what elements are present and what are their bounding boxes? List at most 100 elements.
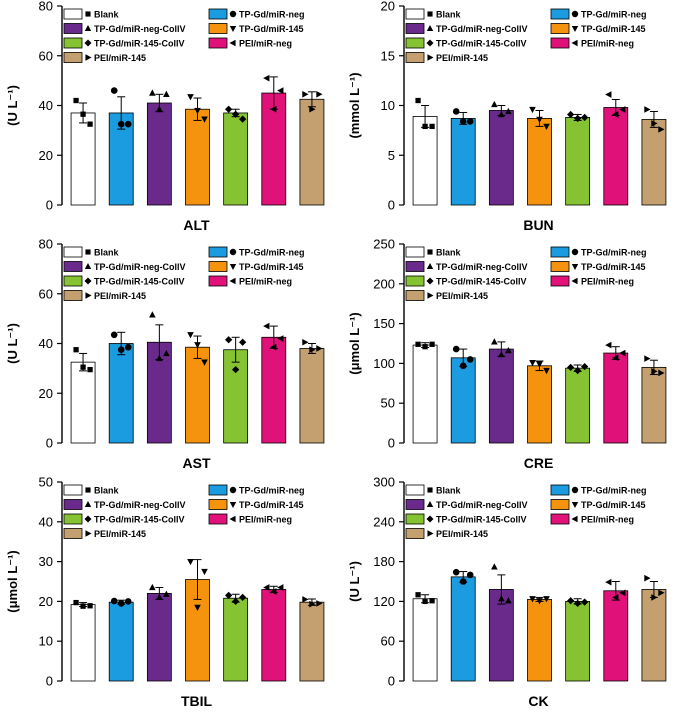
data-point xyxy=(73,347,79,353)
legend-entry: PEI/miR-neg xyxy=(208,513,292,525)
legend-marker xyxy=(571,501,579,509)
y-tick-label: 200 xyxy=(373,276,395,291)
data-point xyxy=(187,94,194,101)
legend-swatch xyxy=(63,275,83,287)
legend-label: TP-Gd/miR-neg xyxy=(581,485,647,495)
legend-marker xyxy=(229,515,236,523)
bar-tp-gd-mir-neg-collv xyxy=(146,102,172,206)
y-axis-label: (U L⁻¹) xyxy=(5,85,20,126)
data-point xyxy=(270,588,277,595)
legend-marker xyxy=(427,487,433,493)
data-point xyxy=(124,598,132,605)
legend-marker xyxy=(571,25,579,33)
data-point xyxy=(612,594,619,601)
legend-entry: TP-Gd/miR-145-CollV xyxy=(405,37,527,49)
legend-swatch xyxy=(63,8,83,20)
y-tick-label: 40 xyxy=(39,98,53,113)
data-point xyxy=(110,331,118,339)
y-tick-label: 120 xyxy=(373,594,395,609)
legend-marker xyxy=(85,54,92,61)
legend-entry: Blank xyxy=(63,484,120,496)
legend-entry: TP-Gd/miR-neg-CollV xyxy=(405,261,528,272)
legend-marker xyxy=(427,292,434,299)
legend-entry: TP-Gd/miR-145 xyxy=(550,261,646,272)
y-tick-label: 20 xyxy=(39,148,53,163)
legend-swatch xyxy=(405,513,425,525)
data-point xyxy=(225,105,233,113)
x-axis-label: BUN xyxy=(523,217,553,233)
bar-pei-mir-neg xyxy=(603,590,629,682)
data-point xyxy=(163,590,170,597)
data-point xyxy=(194,342,201,349)
legend-entry: PEI/miR-145 xyxy=(63,290,146,301)
bar-pei-mir-145 xyxy=(299,348,325,444)
legend-label: PEI/miR-145 xyxy=(436,53,488,63)
legend-entry: TP-Gd/miR-145 xyxy=(208,23,304,34)
legend-entry: Blank xyxy=(405,246,462,258)
legend-marker xyxy=(229,501,237,509)
data-point xyxy=(651,368,658,375)
legend-entry: TP-Gd/miR-145-CollV xyxy=(63,275,185,287)
legend-swatch xyxy=(208,499,228,510)
data-point xyxy=(309,600,316,608)
bar-tp-gd-mir-145-collv xyxy=(565,117,591,206)
legend-label: Blank xyxy=(94,247,120,257)
data-point xyxy=(110,597,118,605)
legend-entry: Blank xyxy=(63,8,120,20)
y-tick-label: 0 xyxy=(46,198,53,213)
data-point xyxy=(543,123,550,131)
panel-bun: 0 5 10 15 20 (mmol L⁻¹) BUN Blank TP-Gd/miR-neg-… xyxy=(347,0,667,233)
legend-swatch xyxy=(63,37,83,49)
data-point xyxy=(422,344,428,350)
legend-marker xyxy=(571,248,579,256)
legend-marker xyxy=(571,486,579,494)
legend-swatch xyxy=(550,499,570,510)
legend-marker xyxy=(84,277,92,285)
bar-pei-mir-neg xyxy=(603,107,629,206)
data-point xyxy=(536,361,543,368)
legend-label: TP-Gd/miR-neg-CollV xyxy=(436,24,528,34)
legend-swatch xyxy=(63,499,83,510)
legend-swatch xyxy=(550,275,570,287)
panel-tbil: 0 10 20 30 40 50 (μmol L⁻¹) TBIL Blank TP-Gd/miR-… xyxy=(5,476,325,709)
legend-marker xyxy=(229,248,237,256)
y-tick-label: 5 xyxy=(388,148,395,163)
legend-entry: TP-Gd/miR-neg-CollV xyxy=(63,23,186,34)
data-point xyxy=(459,578,467,585)
bar-pei-mir-145 xyxy=(641,119,667,206)
data-point xyxy=(201,568,208,576)
legend-entry: TP-Gd/miR-neg xyxy=(550,246,647,258)
data-point xyxy=(619,589,626,597)
data-point xyxy=(263,322,270,330)
bar-tp-gd-mir-neg-collv xyxy=(488,589,514,682)
legend-label: TP-Gd/miR-145-CollV xyxy=(436,38,527,48)
panel-cre: 0 50 100 150 200 250 (μmol L⁻¹) CRE Blank TP-Gd/m… xyxy=(347,238,667,471)
legend-label: TP-Gd/miR-neg-CollV xyxy=(94,262,186,272)
legend-marker xyxy=(229,25,237,33)
legend-entry: TP-Gd/miR-145 xyxy=(208,261,304,272)
y-tick-label: 60 xyxy=(39,286,53,301)
legend-marker xyxy=(427,54,434,61)
data-point xyxy=(149,89,156,96)
legend-swatch xyxy=(208,261,228,272)
legend-swatch xyxy=(208,513,228,525)
legend-entry: TP-Gd/miR-neg-CollV xyxy=(405,23,528,34)
data-point xyxy=(581,362,589,371)
data-point xyxy=(201,116,208,123)
legend-swatch xyxy=(550,23,570,34)
data-point xyxy=(187,332,194,339)
bar-pei-mir-neg xyxy=(261,336,287,444)
data-point xyxy=(491,563,498,570)
legend-swatch xyxy=(208,8,228,20)
legend-entry: PEI/miR-145 xyxy=(63,52,146,63)
data-point xyxy=(612,111,619,118)
legend-marker xyxy=(426,24,434,32)
data-point xyxy=(277,335,284,342)
data-point xyxy=(232,365,240,374)
data-point xyxy=(194,107,201,115)
bar-tp-gd-mir-145 xyxy=(185,108,210,206)
bar-blank xyxy=(412,116,438,206)
data-point xyxy=(270,105,277,113)
y-tick-label: 20 xyxy=(381,0,395,14)
legend-label: PEI/miR-145 xyxy=(94,53,146,63)
